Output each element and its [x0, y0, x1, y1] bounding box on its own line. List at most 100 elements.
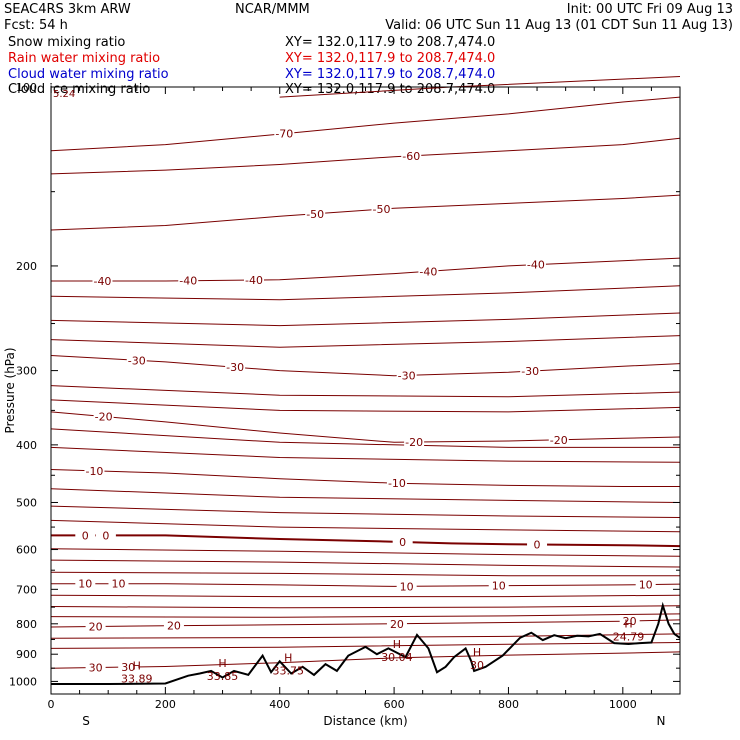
field-cloud-water-label: Cloud water mixing ratio	[8, 67, 169, 82]
x-tick-label: 0	[48, 698, 55, 711]
isotherm-label: 30	[121, 661, 135, 674]
x-tick-label: 400	[269, 698, 290, 711]
field-rain-xy: XY= 132.0,117.9 to 208.7,474.0	[285, 51, 495, 66]
isotherm-label: -60	[402, 150, 420, 163]
isotherm-label-bg	[635, 578, 656, 591]
x-axis-title: Distance (km)	[323, 714, 407, 728]
isoline-unlabeled-12	[50, 571, 680, 577]
isotherm-label-bg	[392, 535, 413, 548]
isotherm-line-7	[50, 469, 680, 487]
isoline-unlabeled-17	[50, 642, 681, 649]
header-init-time: Init: 00 UTC Fri 09 Aug 13	[567, 2, 733, 17]
maximum-value: 30.04	[381, 651, 413, 664]
field-snow-xy: XY= 132.0,117.9 to 208.7,474.0	[285, 35, 495, 50]
isoline-unlabeled-1	[50, 312, 681, 327]
isotherm-label-bg	[274, 127, 295, 140]
isotherm-label: -30	[398, 369, 416, 382]
isotherm-line-2	[50, 137, 681, 175]
isotherm-label-bg	[401, 149, 422, 162]
isotherm-label-bg	[488, 579, 509, 592]
isotherm-label-bg	[95, 529, 116, 542]
isotherm-label-bg	[520, 365, 541, 378]
y-top-label: 100	[16, 81, 37, 94]
isotherm-label: -40	[179, 275, 197, 288]
isotherm-label-bg	[85, 661, 106, 674]
isoline-unlabeled-5	[50, 428, 680, 448]
header-valid-time: Valid: 06 UTC Sun 11 Aug 13 (01 CDT Sun …	[385, 18, 733, 33]
maximum-marker-h: H	[133, 659, 141, 672]
isotherm-label: 10	[78, 578, 92, 591]
isotherm-label: 10	[111, 578, 125, 591]
isotherm-label: -20	[550, 434, 568, 447]
x-axis-right-end-label: N	[657, 714, 666, 728]
isotherm-label-bg	[84, 464, 105, 477]
isotherm-label: -40	[93, 275, 111, 288]
isotherm-line-4	[51, 257, 681, 282]
isotherm-label-bg	[371, 203, 392, 216]
y-axis-title: Pressure (hPa)	[3, 347, 17, 433]
isotherm-label-bg	[305, 207, 326, 220]
isotherm-line-8	[51, 534, 681, 548]
isotherm-label-bg	[404, 436, 425, 449]
isoline-unlabeled-4	[50, 399, 681, 413]
isotherm-label-bg	[163, 619, 184, 632]
isotherm-label: -30	[521, 365, 539, 378]
isoline-unlabeled-2	[50, 335, 681, 348]
maximum-marker-h: H	[393, 638, 401, 651]
maximum-value: 24.79	[613, 630, 645, 643]
isotherm-line-6	[50, 411, 681, 443]
isotherm-label: 10	[492, 580, 506, 593]
maximum-value: 33.75	[273, 665, 305, 678]
x-tick-label: 1000	[609, 698, 637, 711]
isotherm-label-bg	[93, 410, 114, 423]
x-tick-label: 200	[155, 698, 176, 711]
field-cloud-water-xy: XY= 132.0,117.9 to 208.7,474.0	[285, 67, 495, 82]
isotherm-contours: -70 -60 -50 -50 -40 -40 -40 -40 -40 -30 -30 -30 -30 -…	[50, 76, 681, 675]
isotherm-label-bg	[126, 354, 147, 367]
field-snow-label: Snow mixing ratio	[8, 35, 125, 50]
maximum-value: 30	[470, 659, 484, 672]
isotherm-line-11	[50, 651, 681, 669]
isotherm-label-bg	[92, 274, 113, 287]
terrain-profile	[51, 601, 681, 685]
y-tick-label: 700	[16, 583, 37, 596]
isoline-unlabeled-10	[50, 548, 681, 557]
isotherm-label: -10	[85, 465, 103, 478]
isotherm-label-bg	[178, 274, 199, 287]
isoline-unlabeled-14	[50, 605, 681, 609]
isoline-unlabeled-11	[50, 559, 681, 568]
header-forecast-hour: Fcst: 54 h	[4, 18, 68, 33]
isotherm-label-bg	[386, 617, 407, 630]
header-center: NCAR/MMM	[235, 2, 310, 17]
y-tick-label: 800	[16, 618, 37, 631]
isotherm-label: 0	[534, 539, 541, 552]
isotherm-line-0	[50, 96, 681, 152]
isotherm-label-bg	[85, 620, 106, 633]
isotherm-line-10	[50, 619, 681, 628]
header-title: SEAC4RS 3km ARW	[4, 2, 131, 17]
isotherm-label: 0	[399, 536, 406, 549]
isotherm-label: -30	[128, 354, 146, 367]
y-tick-label: 600	[16, 544, 37, 557]
isotherm-line-9	[51, 583, 681, 587]
isotherm-label: -20	[95, 411, 113, 424]
isotherm-label: -40	[245, 274, 263, 287]
isoline-unlabeled-8	[50, 505, 681, 518]
isotherm-label-bg	[225, 361, 246, 374]
y-tick-label: 1000	[9, 675, 37, 688]
isotherm-label: 0	[102, 529, 109, 542]
isotherm-label-bg	[108, 577, 129, 590]
isotherm-label-bg	[118, 661, 139, 674]
maximum-marker-h: H	[218, 657, 226, 670]
isotherm-label: 10	[639, 579, 653, 592]
isotherm-label: -40	[419, 265, 437, 278]
isoline-unlabeled-0	[50, 285, 681, 301]
field-rain-label: Rain water mixing ratio	[8, 51, 160, 66]
isotherm-label: 10	[400, 580, 414, 593]
y-tick-label: 400	[16, 439, 37, 452]
isotherm-label: -20	[405, 436, 423, 449]
maximum-marker-h: H	[624, 617, 632, 630]
isotherm-label-bg	[418, 265, 439, 278]
